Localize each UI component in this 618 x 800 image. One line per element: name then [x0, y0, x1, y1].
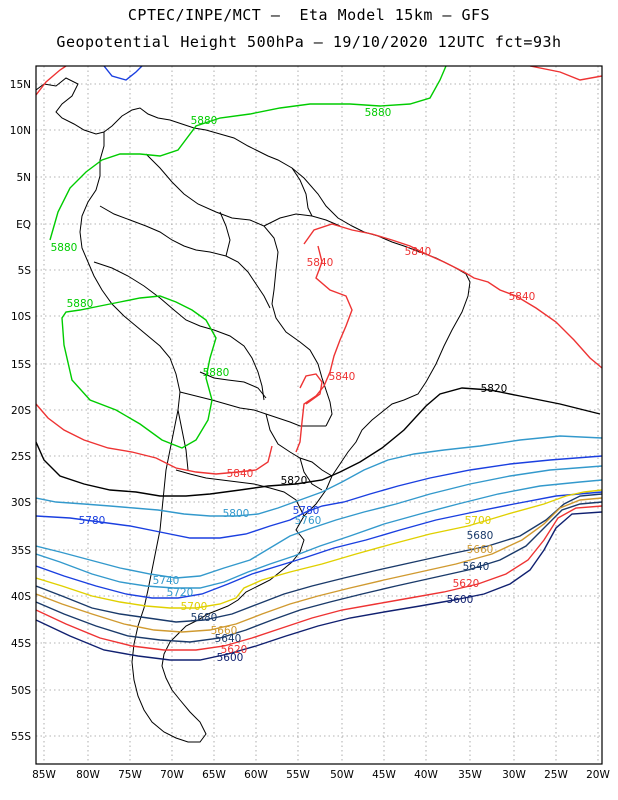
contour-label: 5600: [447, 594, 474, 606]
longitude-label: 30W: [502, 769, 526, 781]
latitude-label: 50S: [11, 685, 31, 697]
contour-label: 5880: [51, 242, 78, 254]
contour-label: 5880: [191, 115, 218, 127]
contour-label: 5680: [191, 612, 218, 624]
contour-label: 5700: [465, 515, 492, 527]
contour-label: 5880: [203, 367, 230, 379]
longitude-labels: 85W 80W 75W 70W 65W 60W 55W 50W 45W 40W 35W 30W 25W 2…: [32, 769, 610, 781]
longitude-label: 60W: [244, 769, 268, 781]
latitude-label: 45S: [11, 638, 31, 650]
latitude-label: 10N: [10, 125, 31, 137]
contour-label: 5640: [463, 561, 490, 573]
contour-label: 5780: [293, 505, 320, 517]
contour-label: 5640: [215, 633, 242, 645]
map-title-line1: CPTEC/INPE/MCT – Eta Model 15km – GFS: [127, 6, 491, 24]
latitude-label: 55S: [11, 731, 31, 743]
contour-label: 5820: [281, 475, 308, 487]
longitude-label: 80W: [76, 769, 100, 781]
longitude-label: 85W: [32, 769, 56, 781]
longitude-label: 25W: [544, 769, 568, 781]
coastline: [36, 77, 471, 743]
latitude-label: 10S: [11, 311, 31, 323]
longitude-label: 35W: [458, 769, 482, 781]
contour-label: 5820: [481, 383, 508, 395]
contour-label: 5740: [153, 575, 180, 587]
contour-label: 5880: [67, 298, 94, 310]
latitude-label: 15S: [11, 359, 31, 371]
longitude-label: 55W: [286, 769, 310, 781]
contour-label: 5700: [181, 601, 208, 613]
contour-label: 5840: [509, 291, 536, 303]
contour-label: 5880: [365, 107, 392, 119]
latitude-label: 20S: [11, 405, 31, 417]
contour-label: 5800: [223, 508, 250, 520]
map-frame: [35, 65, 603, 765]
contour-label: 5660: [467, 544, 494, 556]
latitude-label: 25S: [11, 451, 31, 463]
contour-label: 5780: [79, 515, 106, 527]
latitude-label: 40S: [11, 591, 31, 603]
longitude-label: 70W: [160, 769, 184, 781]
contour-label: 5660: [211, 625, 238, 637]
contour-label: 5840: [227, 468, 254, 480]
contour-label: 5620: [453, 578, 480, 590]
contour-label: 5760: [295, 515, 322, 527]
map-grid: [36, 66, 602, 764]
latitude-label: EQ: [16, 219, 31, 231]
longitude-label: 20W: [586, 769, 610, 781]
latitude-label: 5S: [18, 265, 32, 277]
contour-label: 5840: [405, 246, 432, 258]
latitude-label: 5N: [16, 172, 31, 184]
longitude-label: 75W: [118, 769, 142, 781]
longitude-label: 50W: [330, 769, 354, 781]
latitude-label: 15N: [10, 79, 31, 91]
longitude-label: 65W: [202, 769, 226, 781]
latitude-labels: 15N 10N 5N EQ 5S 10S 15S 20S 25S 30S 35S 40S 45S 50S 5…: [10, 79, 32, 743]
contour-label: 5680: [467, 530, 494, 542]
contour-label: 5840: [307, 257, 334, 269]
contour-label: 5720: [167, 587, 194, 599]
latitude-label: 35S: [11, 545, 31, 557]
contour-label: 5620: [221, 644, 248, 656]
contour-labels: 5880 5880 5880 5880 5880 5840 5840 5840 5840 5840…: [51, 107, 536, 664]
longitude-label: 40W: [414, 769, 438, 781]
longitude-label: 45W: [372, 769, 396, 781]
contour-label: 5600: [217, 652, 244, 664]
map-title-line2: Geopotential Height 500hPa – 19/10/2020 …: [56, 33, 562, 51]
latitude-label: 30S: [11, 497, 31, 509]
contour-label: 5840: [329, 371, 356, 383]
contour-lines: [36, 66, 602, 661]
